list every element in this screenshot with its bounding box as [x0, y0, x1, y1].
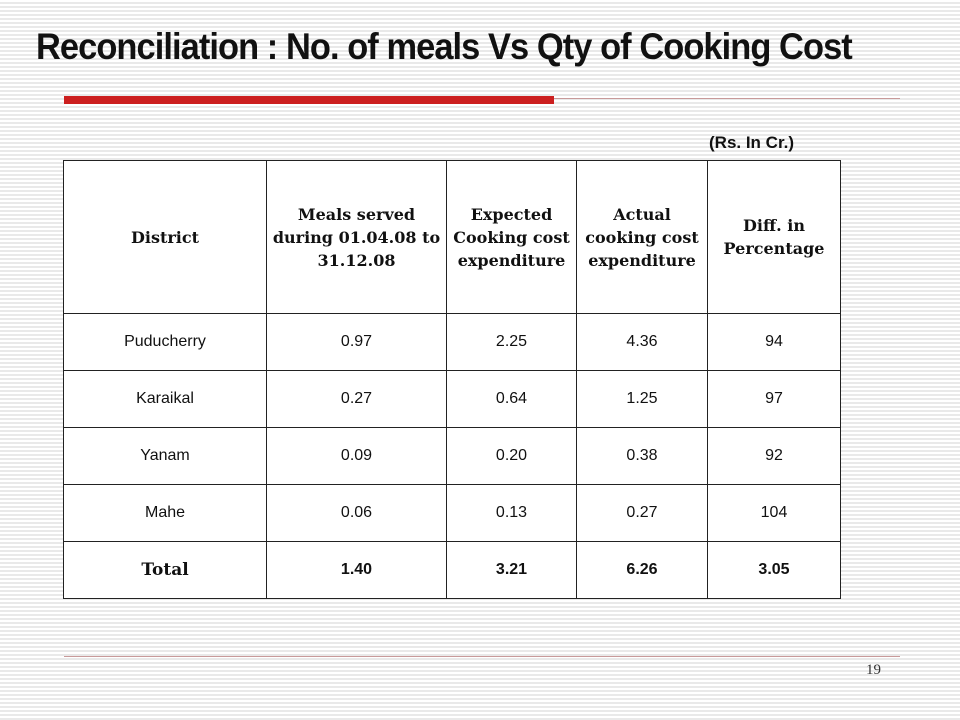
- cell-diff: 94: [707, 313, 841, 371]
- table-total-row: Total 1.40 3.21 6.26 3.05: [63, 541, 841, 599]
- cell-total-label: Total: [63, 541, 267, 599]
- header-meals-served: Meals served during 01.04.08 to 31.12.08: [266, 160, 447, 314]
- title-underline-rule: [554, 98, 900, 99]
- cell-meals: 0.09: [266, 427, 447, 485]
- cell-district: Puducherry: [63, 313, 267, 371]
- cell-meals: 0.97: [266, 313, 447, 371]
- cell-expected: 0.64: [446, 370, 577, 428]
- header-diff-percentage: Diff. in Percentage: [707, 160, 841, 314]
- page-number: 19: [866, 662, 881, 678]
- header-district: District: [63, 160, 267, 314]
- header-expected-cost: Expected Cooking cost expenditure: [446, 160, 577, 314]
- cell-diff: 104: [707, 484, 841, 542]
- cell-district: Mahe: [63, 484, 267, 542]
- cell-actual: 1.25: [576, 370, 708, 428]
- cell-meals: 0.27: [266, 370, 447, 428]
- cell-total-diff: 3.05: [707, 541, 841, 599]
- title-underline-accent: [64, 96, 554, 104]
- cell-actual: 4.36: [576, 313, 708, 371]
- unit-note: (Rs. In Cr.): [709, 133, 795, 152]
- header-actual-cost: Actual cooking cost expenditure: [576, 160, 708, 314]
- cell-district: Yanam: [63, 427, 267, 485]
- cell-diff: 92: [707, 427, 841, 485]
- cell-diff: 97: [707, 370, 841, 428]
- table-row: Puducherry 0.97 2.25 4.36 94: [63, 313, 841, 371]
- cell-district: Karaikal: [63, 370, 267, 428]
- slide-title: Reconciliation : No. of meals Vs Qty of …: [36, 26, 853, 67]
- table-row: Mahe 0.06 0.13 0.27 104: [63, 484, 841, 542]
- cell-meals: 0.06: [266, 484, 447, 542]
- table-row: Karaikal 0.27 0.64 1.25 97: [63, 370, 841, 428]
- cell-actual: 0.38: [576, 427, 708, 485]
- cell-total-actual: 6.26: [576, 541, 708, 599]
- cell-expected: 2.25: [446, 313, 577, 371]
- cell-actual: 0.27: [576, 484, 708, 542]
- cell-expected: 0.13: [446, 484, 577, 542]
- table-header-row: District Meals served during 01.04.08 to…: [63, 160, 841, 314]
- footer-rule: [64, 656, 900, 657]
- table-row: Yanam 0.09 0.20 0.38 92: [63, 427, 841, 485]
- reconciliation-table: District Meals served during 01.04.08 to…: [63, 160, 841, 599]
- cell-expected: 0.20: [446, 427, 577, 485]
- cell-total-expected: 3.21: [446, 541, 577, 599]
- cell-total-meals: 1.40: [266, 541, 447, 599]
